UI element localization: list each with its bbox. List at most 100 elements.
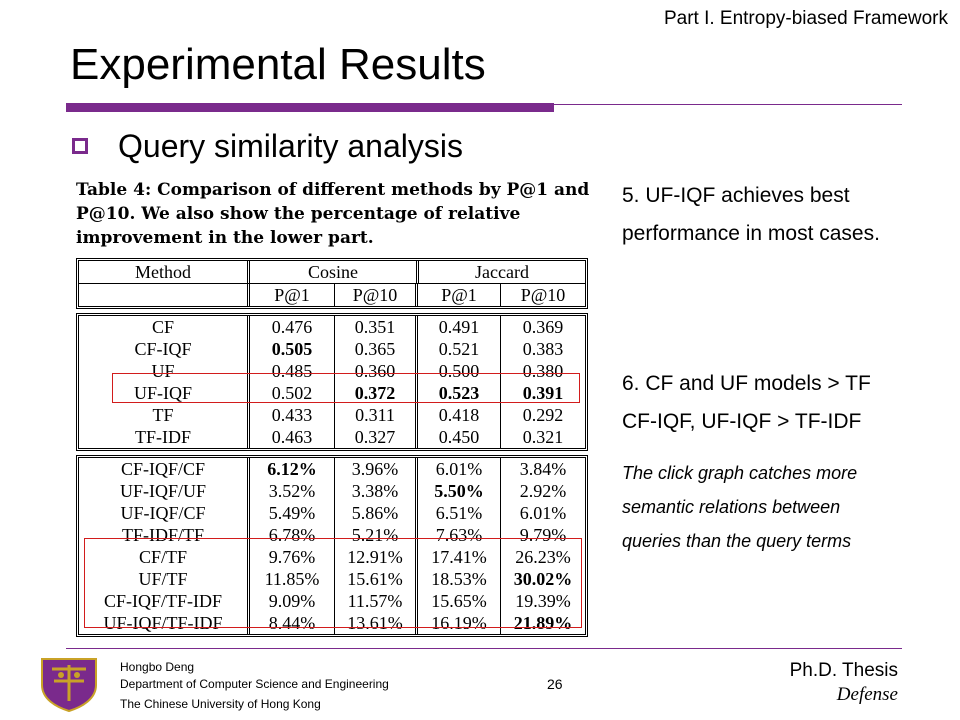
- note-5-line-2: performance in most cases.: [622, 222, 880, 245]
- results-table: Method Cosine Jaccard P@1 P@10 P@1 P@10 …: [76, 258, 588, 637]
- method-cell: UF/TF: [79, 568, 250, 590]
- method-cell: UF-IQF: [79, 382, 250, 404]
- value-cell: 5.50%: [418, 480, 501, 502]
- value-cell: 5.86%: [335, 502, 418, 524]
- footer-author: Hongbo Deng: [120, 660, 195, 674]
- method-cell: CF-IQF/CF: [79, 458, 250, 480]
- value-cell: 0.365: [335, 338, 418, 360]
- page-number: 26: [547, 676, 563, 692]
- section-heading: Query similarity analysis: [118, 128, 463, 164]
- footer-defense: Defense: [836, 684, 898, 705]
- subheader-cosine-p1: P@1: [250, 284, 335, 306]
- table-row: UF-IQF/UF 3.52% 3.38% 5.50% 2.92%: [79, 480, 585, 502]
- table-header-row: Method Cosine Jaccard: [79, 261, 585, 284]
- footer-department: Department of Computer Science and Engin…: [120, 677, 389, 691]
- method-cell: UF: [79, 360, 250, 382]
- table-row: TF-IDF/TF 6.78% 5.21% 7.63% 9.79%: [79, 524, 585, 546]
- value-cell: 0.360: [335, 360, 418, 382]
- header-jaccard: Jaccard: [475, 262, 529, 282]
- value-cell: 17.41%: [418, 546, 501, 568]
- value-cell: 13.61%: [335, 612, 418, 634]
- value-cell: 0.418: [418, 404, 501, 426]
- part-label: Part I. Entropy-biased Framework: [663, 8, 948, 29]
- table-improvement-block: CF-IQF/CF 6.12% 3.96% 6.01% 3.84% UF-IQF/UF 3.…: [76, 455, 588, 637]
- table-row: CF 0.476 0.351 0.491 0.369: [79, 316, 585, 338]
- value-cell: 12.91%: [335, 546, 418, 568]
- subheader-jaccard-p10: P@10: [520, 285, 566, 305]
- method-cell: TF: [79, 404, 250, 426]
- method-cell: CF/TF: [79, 546, 250, 568]
- table-row: UF-IQF/CF 5.49% 5.86% 6.51% 6.01%: [79, 502, 585, 524]
- note-italic-line-2: semantic relations between: [622, 497, 841, 517]
- value-cell: 6.01%: [519, 503, 567, 523]
- value-cell: 3.52%: [250, 480, 335, 502]
- value-cell: 15.61%: [335, 568, 418, 590]
- table-row: CF-IQF 0.505 0.365 0.521 0.383: [79, 338, 585, 360]
- table-subheader-row: P@1 P@10 P@1 P@10: [79, 284, 585, 306]
- value-cell: 0.505: [250, 338, 335, 360]
- subheader-empty: [79, 284, 250, 306]
- subheader-cosine-p10: P@10: [335, 284, 418, 306]
- value-cell: 8.44%: [250, 612, 335, 634]
- method-cell: UF-IQF/TF-IDF: [79, 612, 250, 634]
- value-cell: 0.463: [250, 426, 335, 448]
- square-bullet-icon: [72, 138, 88, 154]
- value-cell: 5.21%: [335, 524, 418, 546]
- method-cell: UF-IQF/CF: [79, 502, 250, 524]
- value-cell: 0.433: [250, 404, 335, 426]
- value-cell: 5.49%: [250, 502, 335, 524]
- table-row: UF 0.485 0.360 0.500 0.380: [79, 360, 585, 382]
- value-cell: 18.53%: [418, 568, 501, 590]
- uf-iqf-highlight-box: [112, 373, 580, 403]
- value-cell: 0.327: [335, 426, 418, 448]
- note-6-line-2: CF-IQF, UF-IQF > TF-IDF: [622, 410, 862, 433]
- tf-comparison-highlight-box: [84, 538, 582, 628]
- value-cell: 0.500: [418, 360, 501, 382]
- table-row: CF-IQF/CF 6.12% 3.96% 6.01% 3.84%: [79, 458, 585, 480]
- note-5-line-1: 5. UF-IQF achieves best: [622, 184, 850, 207]
- value-cell: 7.63%: [418, 524, 501, 546]
- value-cell: 11.57%: [335, 590, 418, 612]
- value-cell: 0.292: [522, 405, 564, 425]
- footer-divider: [66, 648, 902, 649]
- value-cell: 0.523: [418, 382, 501, 404]
- value-cell: 26.23%: [515, 547, 571, 567]
- table-row: UF-IQF/TF-IDF 8.44% 13.61% 16.19% 21.89%: [79, 612, 585, 634]
- value-cell: 0.502: [250, 382, 335, 404]
- value-cell: 3.96%: [335, 458, 418, 480]
- header-cosine: Cosine: [250, 261, 419, 283]
- value-cell: 21.89%: [513, 613, 573, 633]
- value-cell: 30.02%: [513, 569, 573, 589]
- value-cell: 9.79%: [519, 525, 567, 545]
- method-cell: CF-IQF/TF-IDF: [79, 590, 250, 612]
- table-row: CF-IQF/TF-IDF 9.09% 11.57% 15.65% 19.39%: [79, 590, 585, 612]
- value-cell: 0.521: [418, 338, 501, 360]
- value-cell: 3.84%: [519, 459, 567, 479]
- table-row: TF-IDF 0.463 0.327 0.450 0.321: [79, 426, 585, 448]
- note-italic-line-3: queries than the query terms: [622, 531, 852, 551]
- value-cell: 11.85%: [250, 568, 335, 590]
- value-cell: 0.321: [522, 427, 564, 447]
- method-cell: TF-IDF: [79, 426, 250, 448]
- university-crest-logo: [41, 658, 97, 713]
- note-italic: The click graph catches more semantic re…: [622, 456, 942, 558]
- method-cell: CF-IQF: [79, 338, 250, 360]
- value-cell: 6.12%: [250, 458, 335, 480]
- title-underline-bar: [66, 103, 554, 112]
- table-row: CF/TF 9.76% 12.91% 17.41% 26.23%: [79, 546, 585, 568]
- slide-title: Experimental Results: [70, 40, 486, 89]
- table-caption: Table 4: Comparison of different methods…: [76, 180, 590, 248]
- value-cell: 9.09%: [250, 590, 335, 612]
- value-cell: 0.450: [418, 426, 501, 448]
- method-cell: CF: [79, 316, 250, 338]
- value-cell: 0.369: [522, 317, 564, 337]
- value-cell: 3.38%: [335, 480, 418, 502]
- table-scores-block: CF 0.476 0.351 0.491 0.369 CF-IQF 0.505 0.365 0.…: [76, 313, 588, 451]
- value-cell: 2.92%: [519, 481, 567, 501]
- table-row: UF/TF 11.85% 15.61% 18.53% 30.02%: [79, 568, 585, 590]
- value-cell: 6.51%: [418, 502, 501, 524]
- note-italic-line-1: The click graph catches more: [622, 463, 858, 483]
- table-row: UF-IQF 0.502 0.372 0.523 0.391: [79, 382, 585, 404]
- value-cell: 0.380: [522, 361, 564, 381]
- value-cell: 0.351: [335, 316, 418, 338]
